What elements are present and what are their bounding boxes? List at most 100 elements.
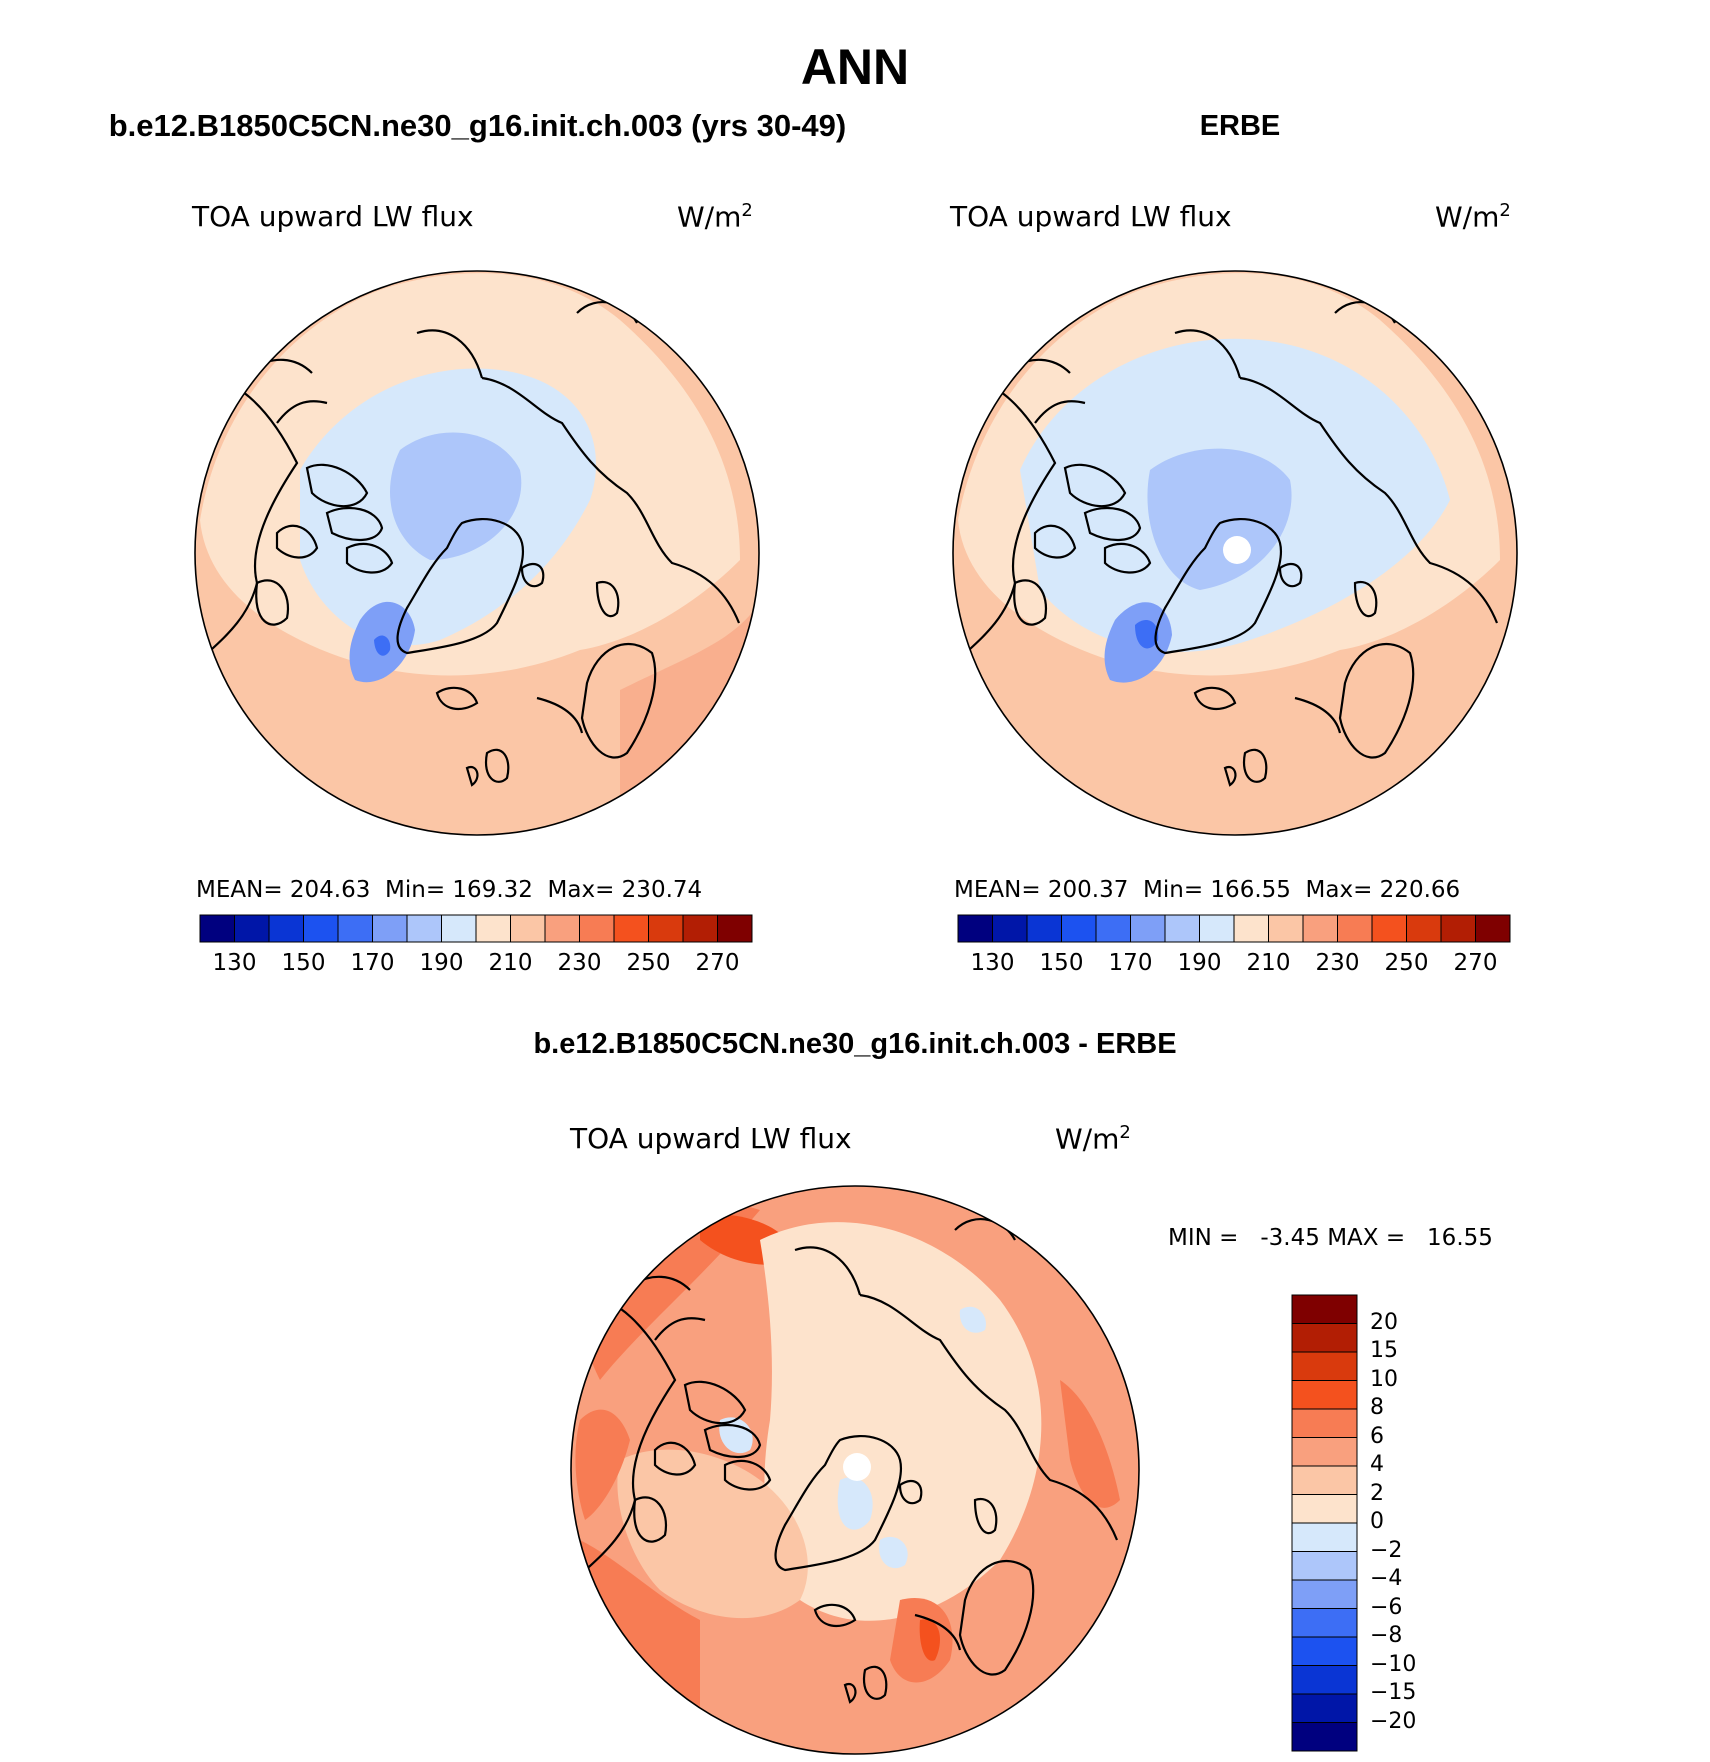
panel2-mean-label: MEAN= [954,877,1041,903]
panel1-colorbar-box [372,914,408,943]
panel2-colorbar-tick-label: 190 [1177,950,1222,976]
panel3-colorbar-box [1291,1636,1358,1666]
panel2-variable-label: TOA upward LW flux [950,200,1232,233]
panel1-units-exp: 2 [741,200,753,221]
panel1-units-base: W/m [677,200,742,234]
panel1-colorbar-box [234,914,270,943]
panel3-min: -3.45 [1260,1225,1320,1251]
panel3-colorbar-box [1291,1693,1358,1723]
main-title: ANN [800,39,910,95]
panel1-colorbar-box [648,914,684,943]
panel1-colorbar-tick-label: 270 [695,950,740,976]
panel3-colorbar-tick-label: 4 [1370,1452,1384,1477]
panel2-min: 166.55 [1210,877,1291,903]
panel3-colorbar-tick-label: −8 [1370,1623,1403,1648]
panel3-colorbar-box [1291,1380,1358,1410]
panel1-min: 169.32 [452,877,533,903]
panel2-colorbar-box [1302,914,1338,943]
panel3-stats: MIN = -3.45 MAX = 16.55 [1168,1225,1493,1251]
panel2-max: 220.66 [1379,877,1461,903]
panel3-colorbar-tick-label: 15 [1370,1338,1398,1363]
panel2-colorbar-tick-label: 270 [1453,950,1498,976]
panel2-colorbar-tick-label: 230 [1315,950,1360,976]
panel1-mean: 204.63 [289,877,371,903]
panel1-min-label: Min= [385,877,446,903]
panel1-colorbar-box [337,914,373,943]
panel2-colorbar-box [1026,914,1062,943]
panel3-colorbar-box [1291,1608,1358,1638]
panel1-colorbar-box [268,914,304,943]
panel3-colorbar-tick-label: −20 [1370,1708,1417,1734]
panel1-colorbar-tick-label: 130 [212,950,257,976]
panel3-colorbar-box [1291,1665,1358,1695]
panel2-colorbar-tick-label: 150 [1039,950,1084,976]
panel3-units-base: W/m [1055,1122,1120,1156]
panel1-colorbar-tick-label: 210 [488,950,533,976]
panel3-variable-label: TOA upward LW flux [570,1122,852,1155]
panel1-colorbar-tick-label: 150 [281,950,326,976]
panel1-title: b.e12.B1850C5CN.ne30_g16.init.ch.003 (yr… [108,108,847,143]
panel3-colorbar-box [1291,1323,1358,1353]
panel2-colorbar-tick-label: 250 [1384,950,1429,976]
panel1-stats: MEAN= 204.63 Min= 169.32 Max= 230.74 [196,877,702,903]
panel2-colorbar-box [1061,914,1097,943]
panel3-colorbar-tick-label: −2 [1370,1537,1403,1563]
panel3-colorbar-box [1291,1494,1358,1524]
panel1-map [195,271,759,835]
panel1-colorbar-tick-label: 190 [419,950,464,976]
panel2-max-label: Max= [1305,877,1373,903]
panel1-colorbar-tick-label: 250 [626,950,671,976]
panel2-colorbar-box [1095,914,1131,943]
panel1-colorbar [199,914,753,943]
panel1-colorbar-box [544,914,580,943]
panel2-colorbar-box [1406,914,1442,943]
panel2-colorbar-tick-label: 170 [1108,950,1153,976]
panel3-min-label: MIN = [1168,1225,1239,1251]
panel1-colorbar-box [682,914,718,943]
panel3-title: b.e12.B1850C5CN.ne30_g16.init.ch.003 - E… [533,1028,1177,1060]
panel1-colorbar-box [199,914,235,943]
panel1-max: 230.74 [621,877,703,903]
panel2-colorbar-box [1268,914,1304,943]
panel2-map [953,271,1517,835]
panel2-mean: 200.37 [1047,877,1129,903]
panel1-variable-label: TOA upward LW flux [192,200,474,233]
panel1-colorbar-box [303,914,339,943]
panel2-colorbar-box [957,914,993,943]
panel1-mean-label: MEAN= [196,877,283,903]
panel3-colorbar-tick-label: −15 [1370,1680,1417,1705]
panel2-units-exp: 2 [1499,200,1511,221]
panel1-colorbar-box [510,914,546,943]
panel3-colorbar-tick-label: 8 [1370,1395,1384,1420]
panel2-colorbar-box [1440,914,1476,943]
panel2-colorbar-box [1199,914,1235,943]
panel3-colorbar-tick-label: 10 [1370,1366,1398,1392]
panel1-colorbar-box [579,914,615,943]
panel3-colorbar-box [1291,1351,1358,1381]
panel3-colorbar-box [1291,1722,1358,1752]
panel1-colorbar-box [406,914,442,943]
panel3-colorbar-tick-label: −4 [1370,1566,1403,1591]
panel2-units-base: W/m [1435,200,1500,234]
panel3-colorbar [1291,1294,1358,1752]
panel2-colorbar-box [1130,914,1166,943]
panel3-colorbar-box [1291,1437,1358,1467]
panel3-units-exp: 2 [1119,1122,1131,1143]
panel3-colorbar-tick-label: −6 [1370,1594,1403,1620]
panel3-colorbar-tick-label: 20 [1370,1309,1398,1335]
panel2-colorbar-tick-label: 210 [1246,950,1291,976]
panel3-units: W/m2 [1055,1122,1131,1155]
panel3-map [571,1186,1139,1754]
panel3-max: 16.55 [1427,1225,1493,1251]
panel3-colorbar-box [1291,1408,1358,1438]
panel2-colorbar-box [1371,914,1407,943]
panel2-colorbar-box [1337,914,1373,943]
panel2-units: W/m2 [1435,200,1511,233]
panel2-colorbar [957,914,1511,943]
panel3-colorbar-tick-label: 0 [1370,1509,1384,1534]
panel1-max-label: Max= [547,877,615,903]
panel2-colorbar-tick-label: 130 [970,950,1015,976]
panel3-colorbar-tick-label: −10 [1370,1651,1417,1677]
panel2-colorbar-box [1475,914,1511,943]
